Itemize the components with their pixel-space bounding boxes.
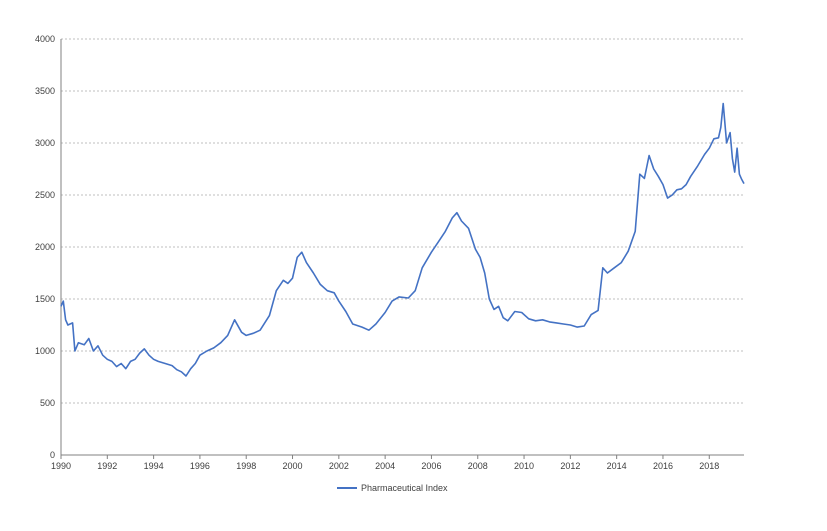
x-tick-label: 2008 [468, 461, 488, 471]
x-tick-label: 1994 [144, 461, 164, 471]
x-tick-label: 1996 [190, 461, 210, 471]
gridlines [61, 38, 744, 404]
y-tick-label: 2000 [35, 242, 55, 252]
x-tick-label: 2014 [607, 461, 627, 471]
legend: Pharmaceutical Index [337, 483, 448, 493]
legend-label: Pharmaceutical Index [361, 483, 448, 493]
x-tick-label: 1998 [236, 461, 256, 471]
x-tick-label: 1990 [51, 461, 71, 471]
x-tick-label: 2016 [653, 461, 673, 471]
x-axis-tick-labels: 1990 1992 1994 1996 1998 2000 2002 2004 2006 2008… [51, 461, 719, 471]
x-tick-label: 2000 [283, 461, 303, 471]
y-axis-tick-labels: 0 500 1000 1500 2000 2500 3000 3500 4000 [35, 34, 55, 460]
y-tick-label: 500 [40, 398, 55, 408]
x-tick-label: 2006 [421, 461, 441, 471]
x-tick-label: 2010 [514, 461, 534, 471]
axes [60, 39, 744, 459]
x-tick-label: 2018 [699, 461, 719, 471]
y-tick-label: 1500 [35, 294, 55, 304]
y-tick-label: 2500 [35, 190, 55, 200]
x-tick-label: 2012 [560, 461, 580, 471]
y-tick-label: 4000 [35, 34, 55, 44]
series-line-0 [60, 102, 745, 377]
y-tick-label: 0 [50, 450, 55, 460]
y-tick-label: 1000 [35, 346, 55, 356]
x-tick-label: 2002 [329, 461, 349, 471]
series-layer [60, 102, 745, 377]
x-tick-label: 2004 [375, 461, 395, 471]
x-tick-label: 1992 [97, 461, 117, 471]
y-tick-label: 3500 [35, 86, 55, 96]
y-tick-label: 3000 [35, 138, 55, 148]
